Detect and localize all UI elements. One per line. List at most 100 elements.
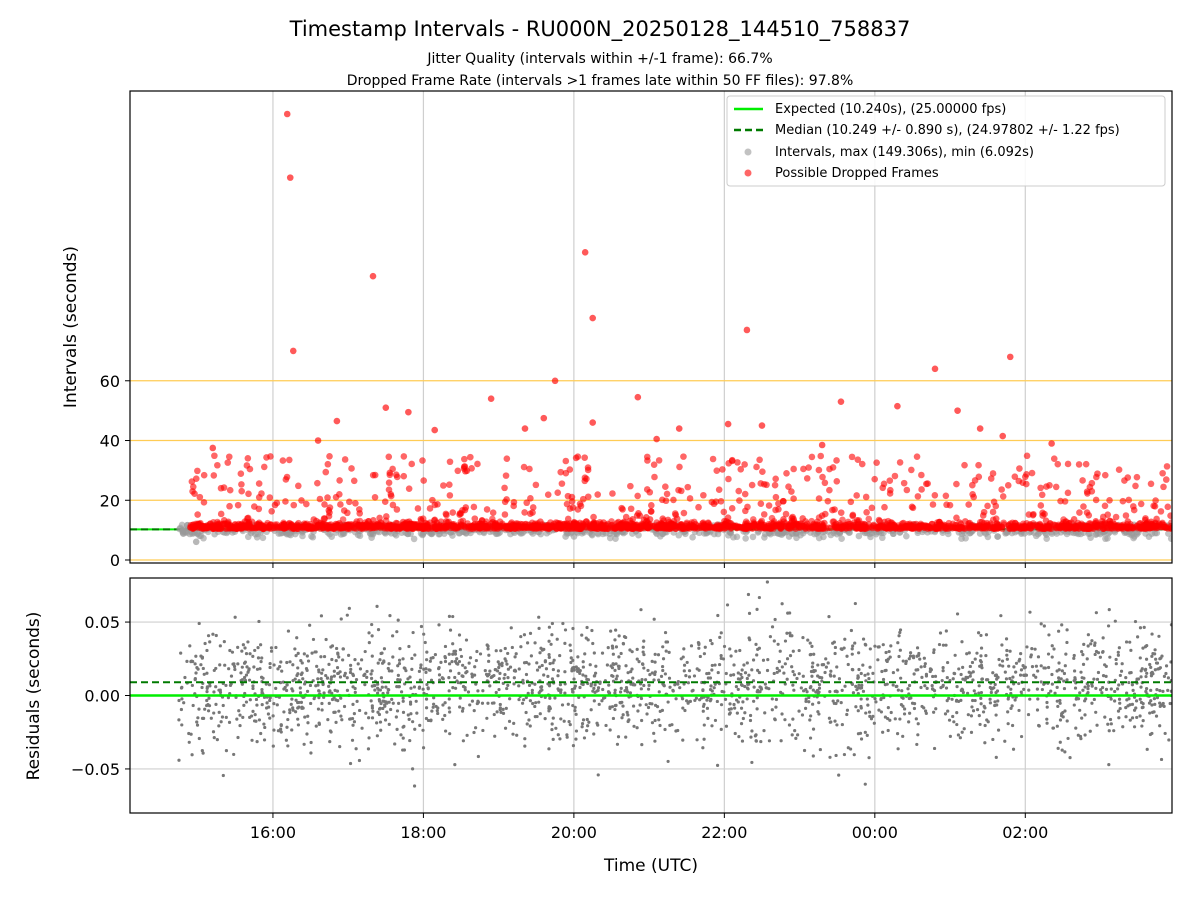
residual-point <box>336 699 340 703</box>
residual-point <box>729 654 733 658</box>
residual-point <box>845 654 849 658</box>
residual-point <box>501 711 506 715</box>
dropped-point <box>385 453 393 461</box>
residual-point <box>1049 689 1053 693</box>
dropped-point <box>326 504 334 511</box>
dropped-point <box>214 520 222 528</box>
dropped-point <box>1133 473 1141 481</box>
residual-point <box>1034 675 1038 679</box>
residual-point <box>1128 718 1132 722</box>
residual-point <box>553 696 557 700</box>
residual-point <box>376 682 380 686</box>
residual-point <box>587 720 591 724</box>
residual-point <box>792 673 797 677</box>
residual-point <box>389 707 393 712</box>
residual-point <box>330 691 334 695</box>
residual-point <box>1166 676 1171 680</box>
residual-point <box>610 705 615 709</box>
residual-point <box>239 671 243 675</box>
residual-point <box>370 706 374 710</box>
residual-point <box>839 701 843 705</box>
residual-point <box>1050 682 1054 686</box>
residual-point <box>527 718 531 722</box>
residual-point <box>996 728 1001 732</box>
residual-point <box>863 782 867 786</box>
dropped-point <box>295 482 302 490</box>
dropped-point <box>741 461 748 468</box>
dropped-point <box>868 504 876 512</box>
residual-point <box>1050 672 1054 677</box>
residual-point <box>315 664 319 668</box>
dropped-point <box>1159 519 1166 527</box>
residual-point <box>201 666 205 671</box>
dropped-point <box>1125 496 1133 504</box>
residual-point <box>644 678 648 682</box>
residual-point <box>256 656 261 660</box>
interval-point <box>179 527 186 535</box>
residual-point <box>859 671 863 676</box>
residual-point <box>747 673 751 677</box>
residual-point <box>615 742 620 746</box>
residual-point <box>863 642 867 646</box>
residual-point <box>498 708 502 712</box>
residual-point <box>925 686 929 690</box>
residual-point <box>808 736 813 740</box>
residual-point <box>752 685 756 689</box>
residual-point <box>451 686 455 690</box>
residual-point <box>1094 611 1098 615</box>
residual-point <box>296 651 300 655</box>
dropped-point <box>285 456 293 464</box>
residual-point <box>1039 664 1043 668</box>
residual-point <box>1125 691 1129 695</box>
residual-point <box>1079 670 1083 674</box>
dropped-point <box>775 500 782 507</box>
residual-point <box>685 699 689 703</box>
residual-point <box>945 699 949 703</box>
residual-point <box>1167 738 1171 742</box>
residual-point <box>1024 673 1029 677</box>
residual-point <box>232 664 237 669</box>
residual-point <box>788 653 793 658</box>
residual-point <box>1090 701 1094 705</box>
dropped-outlier-point <box>818 441 826 449</box>
dropped-point <box>470 503 478 511</box>
residual-point <box>299 700 304 705</box>
dropped-point <box>461 455 468 463</box>
residual-point <box>260 690 264 694</box>
residual-point <box>244 700 249 704</box>
residual-point <box>396 673 400 677</box>
residual-point <box>1103 663 1107 667</box>
residual-point <box>1128 640 1132 644</box>
residual-point <box>295 673 299 678</box>
intervals-y-tick-label: 60 <box>100 372 120 391</box>
residual-point <box>240 682 244 686</box>
dropped-point <box>529 509 536 516</box>
dropped-point <box>829 464 837 471</box>
residual-point <box>671 689 675 693</box>
dropped-point <box>476 520 483 527</box>
dropped-point <box>318 520 326 528</box>
dropped-point <box>194 511 201 518</box>
residual-point <box>716 613 720 618</box>
residual-point <box>396 664 400 668</box>
residual-point <box>1057 629 1061 633</box>
dropped-point <box>1124 518 1132 525</box>
residual-point <box>375 734 379 738</box>
residual-point <box>506 667 510 671</box>
residual-point <box>845 712 849 717</box>
residual-point <box>319 655 323 659</box>
residual-point <box>550 727 554 732</box>
residual-point <box>218 644 222 648</box>
residual-point <box>683 708 687 713</box>
residual-point <box>728 647 732 651</box>
residual-point <box>657 678 661 682</box>
residual-point <box>955 711 959 715</box>
residual-point <box>653 652 657 656</box>
dropped-point <box>510 502 517 510</box>
residual-point <box>873 644 877 648</box>
residual-point <box>419 663 423 667</box>
residual-point <box>397 661 402 666</box>
dropped-point <box>200 499 208 506</box>
residual-point <box>475 649 479 654</box>
residual-point <box>1064 652 1068 656</box>
